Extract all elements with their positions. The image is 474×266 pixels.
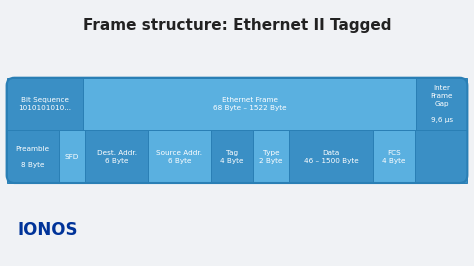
- Text: Type
2 Byte: Type 2 Byte: [259, 150, 283, 164]
- Bar: [7, 78, 83, 130]
- Text: Data
46 – 1500 Byte: Data 46 – 1500 Byte: [304, 150, 359, 164]
- Bar: [85, 130, 148, 183]
- Bar: [211, 130, 253, 183]
- Bar: [83, 78, 416, 130]
- Bar: [373, 130, 415, 183]
- Text: Tag
4 Byte: Tag 4 Byte: [220, 150, 244, 164]
- Text: Inter
Frame
Gap

9,6 µs: Inter Frame Gap 9,6 µs: [430, 85, 453, 123]
- Text: Bit Sequence
1010101010...: Bit Sequence 1010101010...: [18, 97, 72, 111]
- Bar: [148, 130, 211, 183]
- Text: Dest. Addr.
6 Byte: Dest. Addr. 6 Byte: [97, 150, 137, 164]
- Text: IONOS: IONOS: [17, 221, 78, 239]
- Text: FCS
4 Byte: FCS 4 Byte: [383, 150, 406, 164]
- Bar: [415, 130, 467, 183]
- Text: Ethernet Frame
68 Byte – 1522 Byte: Ethernet Frame 68 Byte – 1522 Byte: [213, 97, 287, 111]
- Text: Frame structure: Ethernet II Tagged: Frame structure: Ethernet II Tagged: [83, 18, 391, 32]
- Text: Preamble

8 Byte: Preamble 8 Byte: [16, 146, 50, 168]
- Bar: [416, 78, 467, 130]
- Bar: [289, 130, 373, 183]
- Text: SFD: SFD: [65, 154, 79, 160]
- Text: Source Addr.
6 Byte: Source Addr. 6 Byte: [156, 150, 202, 164]
- Bar: [59, 130, 85, 183]
- Bar: [253, 130, 289, 183]
- Bar: [7, 130, 59, 183]
